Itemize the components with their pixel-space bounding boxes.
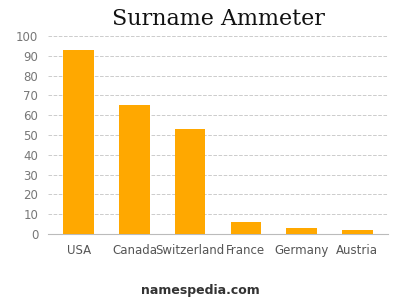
Bar (286, 228, 317, 234)
Bar (175, 129, 206, 234)
Bar (230, 222, 261, 234)
Title: Surname Ammeter: Surname Ammeter (112, 8, 324, 30)
Text: namespedia.com: namespedia.com (141, 284, 259, 297)
Bar (64, 50, 94, 234)
Bar (342, 230, 372, 234)
Bar (119, 105, 150, 234)
